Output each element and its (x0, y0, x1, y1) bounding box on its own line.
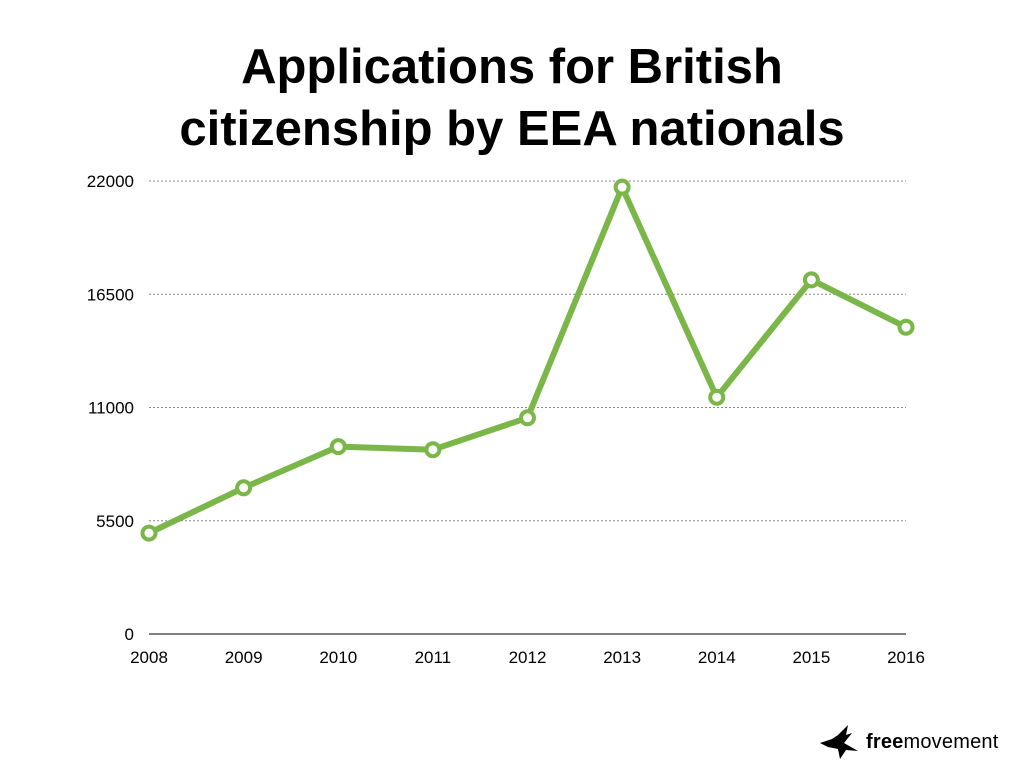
brand-wordmark: freemovement (866, 731, 998, 754)
data-point-2009 (235, 479, 253, 497)
brand-free-text: free (866, 730, 904, 753)
y-tick-label: 22000 (87, 172, 134, 191)
x-tick-label: 2010 (319, 648, 357, 667)
x-tick-label: 2013 (603, 648, 641, 667)
data-point-2016 (897, 318, 915, 336)
data-point-2015 (802, 271, 820, 289)
chart-title-line-1: Applications for British (241, 40, 783, 94)
y-tick-label: 5500 (96, 512, 134, 531)
x-tick-label: 2015 (792, 648, 830, 667)
chart-title-line-2: citizenship by EEA nationals (179, 102, 845, 156)
data-point-2008 (140, 524, 158, 542)
x-tick-label: 2016 (887, 648, 925, 667)
data-point-2010 (329, 438, 347, 456)
brand-movement-text: movement (903, 730, 999, 753)
data-point-2011 (424, 441, 442, 459)
bird-logo-icon (820, 725, 858, 759)
data-point-2014 (708, 388, 726, 406)
y-tick-label: 11000 (88, 399, 134, 418)
series-layer (146, 184, 909, 537)
x-tick-label: 2009 (225, 648, 263, 667)
y-tick-label: 0 (125, 625, 134, 644)
gridlines (149, 180, 906, 522)
x-tick-label: 2014 (698, 648, 736, 667)
x-tick-label: 2008 (130, 648, 168, 667)
x-tick-label: 2011 (415, 648, 452, 667)
x-axis-tick-labels: 2008 2009 2010 2011 2012 2013 2014 2015 2016 (130, 648, 925, 667)
data-markers (140, 178, 915, 542)
freemovement-brand: freemovement (818, 722, 1018, 762)
series-line (146, 184, 909, 537)
x-tick-label: 2012 (509, 648, 547, 667)
data-point-2012 (519, 409, 536, 427)
y-axis-tick-labels: 0 5500 11000 16500 22000 (87, 172, 134, 644)
y-tick-label: 16500 (87, 285, 134, 304)
chart-title: Applications for British citizenship by … (0, 36, 1024, 160)
data-point-2013 (613, 178, 631, 196)
